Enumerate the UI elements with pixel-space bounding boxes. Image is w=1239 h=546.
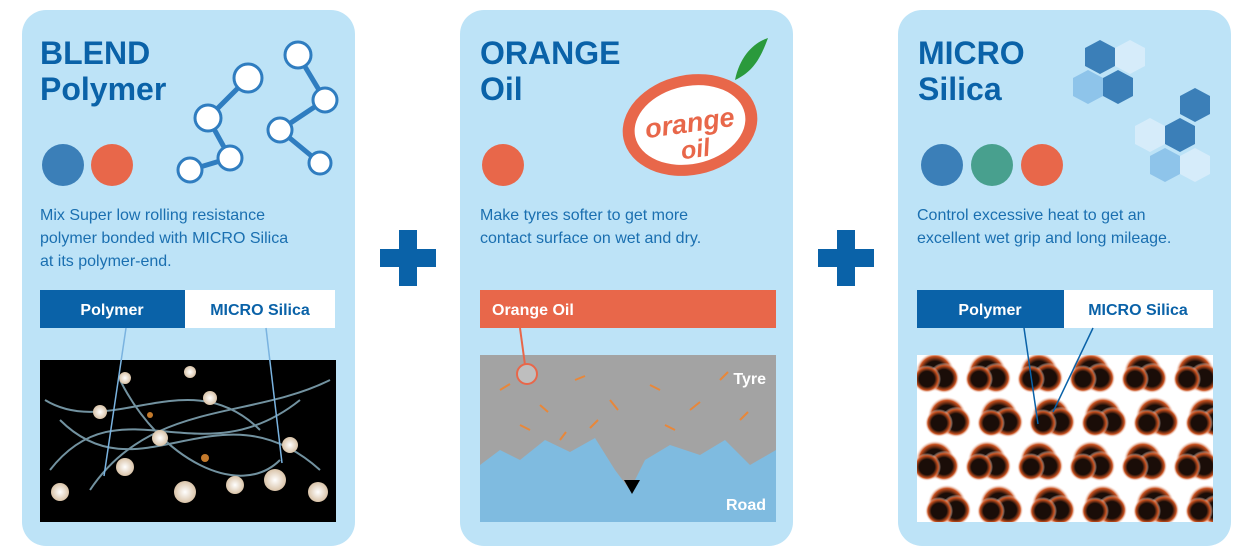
decoration [913,365,941,393]
decoration [152,430,168,446]
description: polymer bonded with MICRO Silica [40,230,288,247]
ingredient-dot [971,144,1013,186]
decoration [1173,365,1201,393]
decoration [399,230,417,286]
description: Make tyres softer to get more [480,207,688,224]
decoration [1185,409,1213,437]
decoration [264,469,286,491]
decoration [1081,497,1109,525]
decoration [119,372,131,384]
decoration [925,497,953,525]
decoration [203,391,217,405]
decoration [285,42,311,68]
description: at its polymer-end. [40,253,172,270]
decoration [1069,453,1097,481]
label: MICRO Silica [210,302,310,319]
decoration [1029,409,1057,437]
decoration [116,458,134,476]
decoration [1121,365,1149,393]
decoration [1133,409,1161,437]
decoration [977,409,1005,437]
decoration [174,481,196,503]
decoration [234,64,262,92]
logo-text: oil [679,133,713,165]
ingredient-dot [42,144,84,186]
decoration [195,105,221,131]
decoration [51,483,69,501]
decoration [201,454,209,462]
decoration [1081,409,1109,437]
label: MICRO Silica [1088,302,1188,319]
description: contact surface on wet and dry. [480,230,701,247]
card-title: Oil [480,71,523,107]
label: Polymer [958,302,1021,319]
decoration [147,412,153,418]
decoration [925,409,953,437]
decoration [1133,497,1161,525]
card-title: Silica [918,71,1002,107]
label: Orange Oil [492,302,574,319]
decoration [1017,453,1045,481]
decoration [184,366,196,378]
decoration [178,158,202,182]
decoration [1173,453,1201,481]
decoration [965,453,993,481]
ingredient-dot [1021,144,1063,186]
description: Control excessive heat to get an [917,207,1146,224]
card-title: BLEND [40,35,150,71]
decoration [308,482,328,502]
ingredient-dot [921,144,963,186]
decoration [226,476,244,494]
infographic: BLEND Polymer Mix Super low rolling resi… [0,0,1239,546]
decoration [313,88,337,112]
card-title: MICRO [918,35,1025,71]
decoration [913,453,941,481]
ingredient-dot [482,144,524,186]
image-label: Road [726,497,766,514]
decoration [977,497,1005,525]
decoration [1121,453,1149,481]
image-label: Tyre [733,371,766,388]
decoration [517,364,537,384]
decoration [218,146,242,170]
label: Polymer [80,302,143,319]
decoration [268,118,292,142]
card-title: Polymer [40,71,166,107]
description: excellent wet grip and long mileage. [917,230,1171,247]
decoration [93,405,107,419]
card-title: ORANGE [480,35,620,71]
decoration [1185,497,1213,525]
decoration [965,365,993,393]
decoration [1029,497,1057,525]
ingredient-dot [91,144,133,186]
decoration [309,152,331,174]
decoration [837,230,855,286]
decoration [282,437,298,453]
description: Mix Super low rolling resistance [40,207,265,224]
